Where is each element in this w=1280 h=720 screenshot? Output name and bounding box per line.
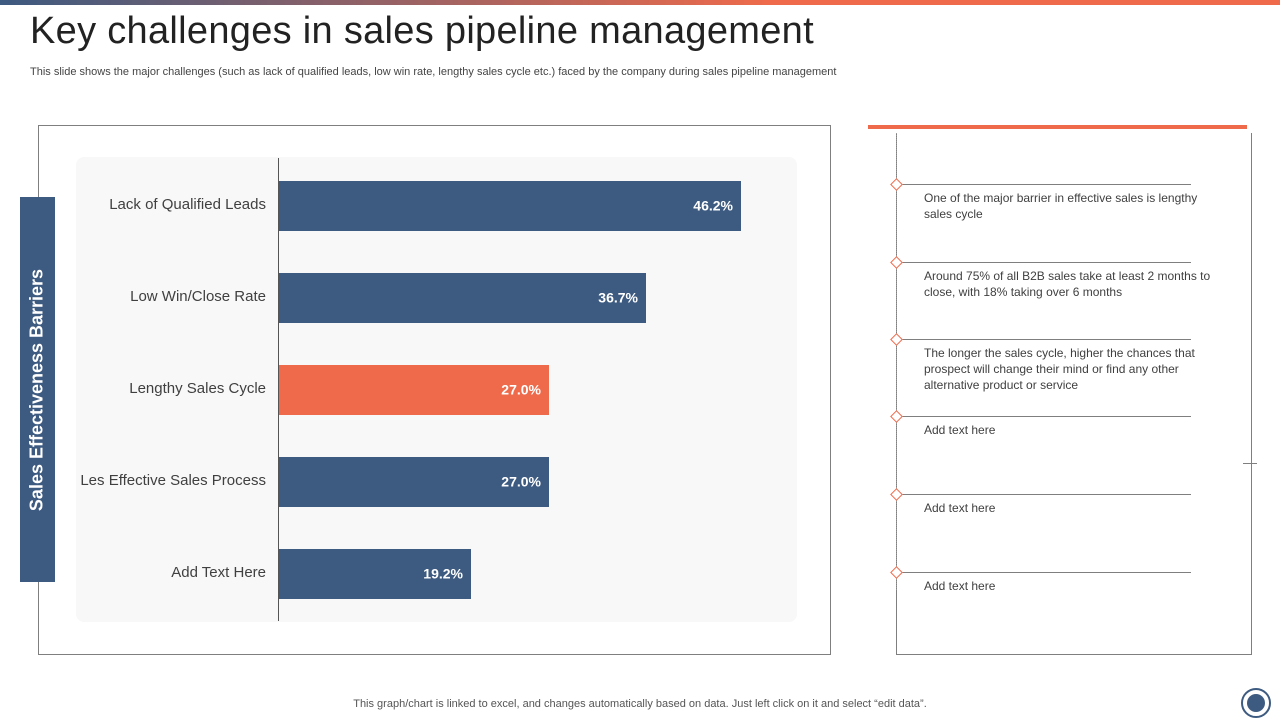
note-text: Add text here bbox=[924, 423, 996, 437]
value-label: 27.0% bbox=[501, 474, 541, 490]
side-label-text: Sales Effectiveness Barriers bbox=[26, 268, 47, 512]
note-text: The longer the sales cycle, higher the c… bbox=[924, 346, 1195, 392]
value-label: 27.0% bbox=[501, 382, 541, 398]
category-label: Lengthy Sales Cycle bbox=[129, 380, 266, 397]
note-text: Add text here bbox=[924, 501, 996, 515]
bar-5[interactable] bbox=[279, 549, 471, 599]
bar-4[interactable] bbox=[279, 457, 549, 507]
category-label: Les Effective Sales Process bbox=[80, 472, 266, 489]
value-label: 36.7% bbox=[598, 290, 638, 306]
bar-1[interactable] bbox=[279, 181, 741, 231]
value-label: 46.2% bbox=[693, 198, 733, 214]
note-text: Around 75% of all B2B sales take at leas… bbox=[924, 269, 1211, 299]
side-label-box bbox=[20, 197, 55, 582]
note-text: One of the major barrier in effective sa… bbox=[924, 191, 1198, 221]
notes-accent-bar bbox=[868, 125, 1247, 129]
note-divider bbox=[896, 572, 1191, 573]
note-divider bbox=[896, 339, 1191, 340]
note-divider bbox=[896, 184, 1191, 185]
panel-cap-mark bbox=[1243, 463, 1257, 464]
bar-3[interactable] bbox=[279, 365, 549, 415]
footnote: This graph/chart is linked to excel, and… bbox=[353, 698, 927, 710]
note-divider bbox=[896, 262, 1191, 263]
bar-2[interactable] bbox=[279, 273, 646, 323]
category-label: Lack of Qualified Leads bbox=[109, 196, 266, 213]
note-divider bbox=[896, 416, 1191, 417]
timeline-line bbox=[896, 133, 897, 590]
category-label: Low Win/Close Rate bbox=[130, 288, 266, 305]
page-subtitle: This slide shows the major challenges (s… bbox=[30, 66, 837, 78]
category-label: Add Text Here bbox=[171, 564, 266, 581]
logo-circle-icon bbox=[1241, 688, 1271, 718]
top-accent-bar bbox=[0, 0, 1280, 5]
page-title: Key challenges in sales pipeline managem… bbox=[30, 10, 814, 52]
note-text: Add text here bbox=[924, 579, 996, 593]
value-label: 19.2% bbox=[423, 566, 463, 582]
note-divider bbox=[896, 494, 1191, 495]
